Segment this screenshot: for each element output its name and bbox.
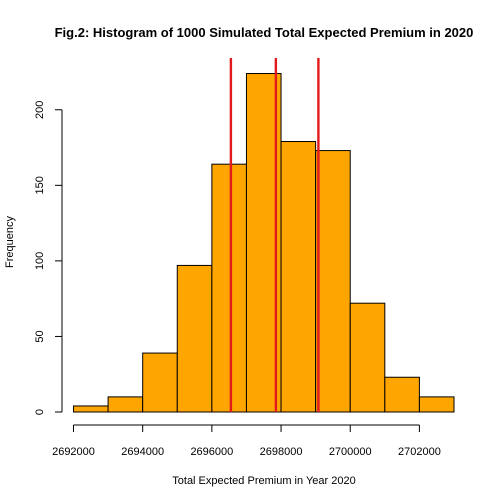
chart-title: Fig.2: Histogram of 1000 Simulated Total… <box>55 25 474 40</box>
x-tick-label: 2696000 <box>190 446 233 458</box>
histogram-bar <box>142 352 178 413</box>
histogram-bar <box>315 150 351 413</box>
histogram-bar <box>211 163 247 413</box>
histogram-bar <box>280 141 317 413</box>
histogram-bar <box>73 405 109 413</box>
reference-lines <box>229 58 320 412</box>
x-tick-label: 2692000 <box>52 446 95 458</box>
y-axis-label: Frequency <box>4 216 16 268</box>
x-tick-label: 2694000 <box>121 446 164 458</box>
y-tick-label: 0 <box>34 409 46 415</box>
histogram-bar <box>384 376 420 413</box>
y-tick-label: 150 <box>34 176 46 194</box>
y-tick-label: 50 <box>34 330 46 342</box>
histogram-bar <box>418 396 455 413</box>
y-axis: 0 50 100 150 200 <box>34 101 63 415</box>
histogram-bars <box>73 73 455 413</box>
histogram-bar <box>176 264 213 413</box>
x-tick-label: 2700000 <box>329 446 372 458</box>
histogram-bar <box>107 396 144 413</box>
x-tick-label: 2702000 <box>398 446 441 458</box>
y-tick-label: 100 <box>34 252 46 270</box>
x-tick-label: 2698000 <box>260 446 303 458</box>
histogram-bar <box>349 302 386 413</box>
x-axis: 2692000 2694000 2696000 2698000 2700000 27020… <box>52 424 441 458</box>
y-tick-label: 200 <box>34 101 46 119</box>
x-axis-label: Total Expected Premium in Year 2020 <box>172 475 355 487</box>
